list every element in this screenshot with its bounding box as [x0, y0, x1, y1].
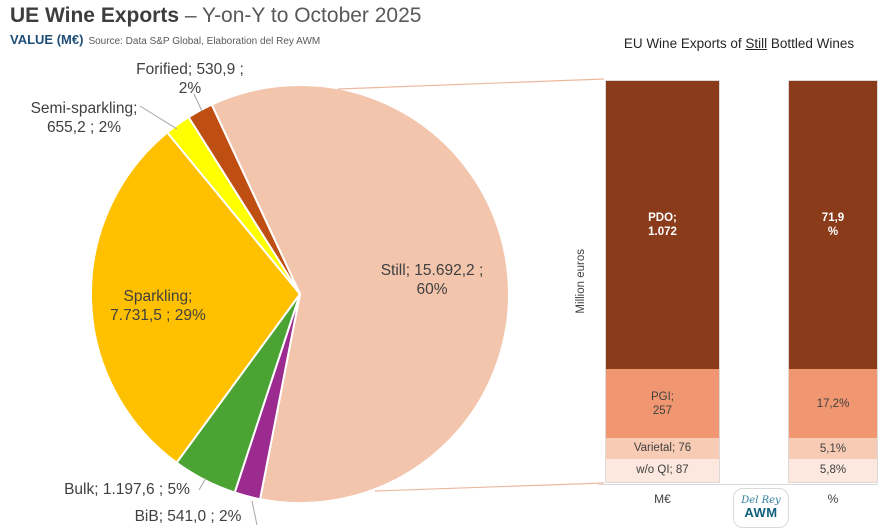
bar-segment-label-pdo-value: PDO; 1.072: [648, 212, 677, 239]
bar-segment-label-varietal-pct: 5,1%: [819, 442, 847, 455]
value-unit-label: VALUE (M€): [10, 32, 84, 47]
pie-label-bib: BiB; 541,0 ; 2%: [134, 508, 242, 525]
source-note: Source: Data S&P Global, Elaboration del…: [88, 36, 321, 47]
del-rey-awm-logo: Del Rey AWM: [733, 488, 789, 528]
pie-slice-semi-sparkling: [166, 116, 301, 295]
y-axis-label: Million euros: [575, 249, 587, 314]
bar-chart-title-post: Bottled Wines: [767, 36, 855, 51]
title-subtitle: – Y-on-Y to October 2025: [179, 4, 422, 27]
connector-line-top: [337, 78, 605, 90]
bar-segment-label-pgi-pct: 17,2%: [816, 397, 850, 410]
pie-slice-forified: [187, 103, 301, 295]
connector-line-bottom: [374, 482, 605, 492]
x-category-percent: %: [827, 492, 839, 506]
bar-segment-pgi-value: PGI; 257: [606, 369, 719, 439]
bar-segment-varietal-value: Varietal; 76: [606, 438, 719, 459]
pie-label-semi-sparkling: Semi-sparkling; 655,2 ; 2%: [30, 100, 138, 136]
bar-segment-pdo-value: PDO; 1.072: [606, 81, 719, 370]
title-main: UE Wine Exports: [10, 4, 180, 27]
bar-segment-label-w-o-qi-value: w/o QI; 87: [636, 464, 689, 477]
bar-chart-title-still: Still: [745, 36, 768, 51]
pie-label-forified: Forified; 530,9 ; 2%: [136, 61, 244, 97]
logo-line1: Del Rey: [741, 494, 781, 506]
bar-segment-label-pgi-value: PGI; 257: [650, 390, 674, 417]
pie-label-bulk: Bulk; 1.197,6 ; 5%: [64, 481, 190, 498]
bar-chart-title-pre: EU Wine Exports of: [623, 36, 746, 51]
x-axis-line: [598, 484, 878, 485]
bar-segment-label-pdo-pct: 71,9 %: [821, 212, 845, 239]
bar-segment-w-o-qi-pct: 5,8%: [789, 458, 877, 482]
bar-segment-w-o-qi-value: w/o QI; 87: [606, 458, 719, 482]
bar-segment-label-varietal-value: Varietal; 76: [633, 442, 692, 455]
pie-label-sparkling: Sparkling; 7.731,5 ; 29%: [110, 288, 206, 324]
bar-segment-pdo-pct: 71,9 %: [789, 81, 877, 370]
value-unit-line: VALUE (M€) Source: Data S&P Global, Elabo…: [10, 31, 320, 49]
bar-segment-varietal-pct: 5,1%: [789, 438, 877, 459]
page-title: UE Wine Exports – Y-on-Y to October 2025: [10, 4, 421, 28]
x-category-meur: M€: [654, 492, 671, 506]
stacked-bar-pct: 71,9 % 17,2% 5,1% 5,8%: [788, 80, 878, 483]
logo-line2: AWM: [744, 505, 778, 521]
bar-chart-title: EU Wine Exports of Still Bottled Wines: [600, 36, 878, 51]
bar-segment-label-w-o-qi-pct: 5,8%: [819, 464, 847, 477]
pie-label-still: Still; 15.692,2 ; 60%: [380, 262, 484, 298]
stacked-bar-meur: PDO; 1.072 PGI; 257 Varietal; 76 w/o QI; 87: [605, 80, 720, 483]
bar-segment-pgi-pct: 17,2%: [789, 369, 877, 439]
